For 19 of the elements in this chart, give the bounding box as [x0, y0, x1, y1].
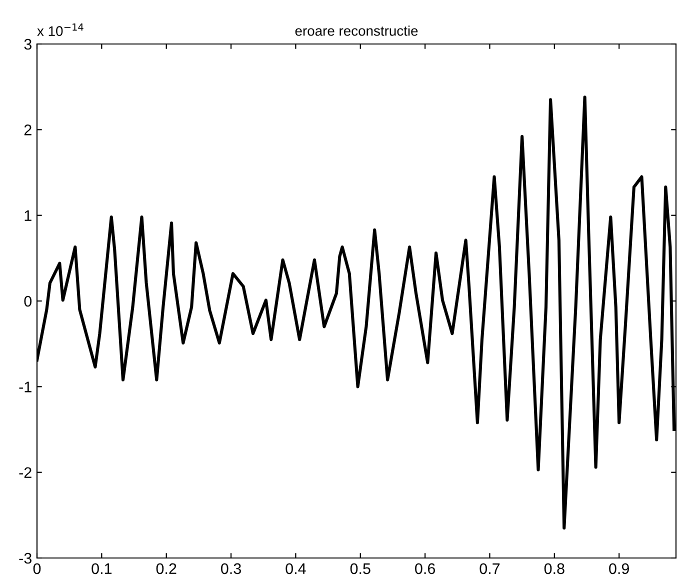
- y-tick-label: -1: [19, 382, 32, 392]
- x-tick-label: 0.9: [609, 563, 629, 574]
- y-tick-label: 0: [24, 296, 32, 307]
- chart-title: eroare reconstructie: [295, 26, 418, 36]
- x-tick-label: 0.4: [286, 563, 306, 574]
- x-tick-label: 0.5: [350, 563, 370, 574]
- x-tick-label: 0.8: [544, 563, 564, 574]
- x-tick-label: 0.2: [156, 563, 176, 574]
- x-tick-label: 0: [33, 563, 41, 574]
- y-tick-label: 3: [24, 38, 32, 50]
- y-tick-label: 1: [24, 210, 32, 221]
- y-tick-label: -3: [19, 552, 32, 564]
- x-tick-label: 0.6: [415, 563, 436, 574]
- x-tick-label: 0.1: [92, 563, 112, 574]
- y-tick-label: 2: [24, 124, 32, 136]
- x-tick-label: 0.7: [480, 563, 500, 574]
- text: x 10$^{−14}$: [37, 23, 84, 36]
- x-tick-label: 0.3: [221, 563, 241, 574]
- y-tick-label: -2: [19, 467, 32, 478]
